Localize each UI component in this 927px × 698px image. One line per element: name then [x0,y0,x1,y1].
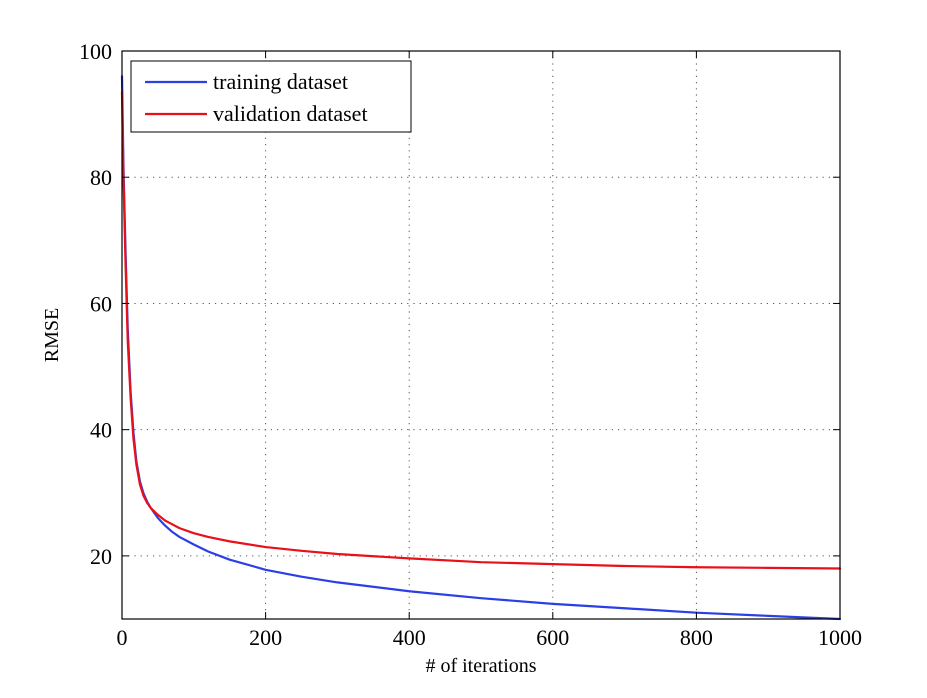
x-tick-label: 200 [249,625,282,650]
y-tick-label: 100 [79,39,112,64]
y-tick-label: 80 [90,165,112,190]
x-axis-label: # of iterations [425,655,536,677]
legend-label-training: training dataset [213,69,348,94]
legend-box [130,60,412,133]
x-tick-label: 0 [117,625,128,650]
y-axis-label: RMSE [41,308,63,362]
y-tick-label: 40 [90,418,112,443]
y-tick-label: 20 [90,544,112,569]
validation-series-line [120,90,842,570]
plot-background [122,51,840,619]
y-tick-label: 60 [90,291,112,316]
series-lines [120,75,842,621]
x-tick-label: 400 [393,625,426,650]
legend: training dataset validation dataset [130,60,412,133]
x-tick-label: 800 [680,625,713,650]
x-tick-label: 1000 [818,625,862,650]
legend-label-validation: validation dataset [213,101,368,126]
tick-labels: 0 200 400 600 800 1000 20 40 60 80 100 [79,39,862,650]
axis-ticks [121,50,841,619]
plot-frame [121,50,841,620]
x-tick-label: 600 [536,625,569,650]
